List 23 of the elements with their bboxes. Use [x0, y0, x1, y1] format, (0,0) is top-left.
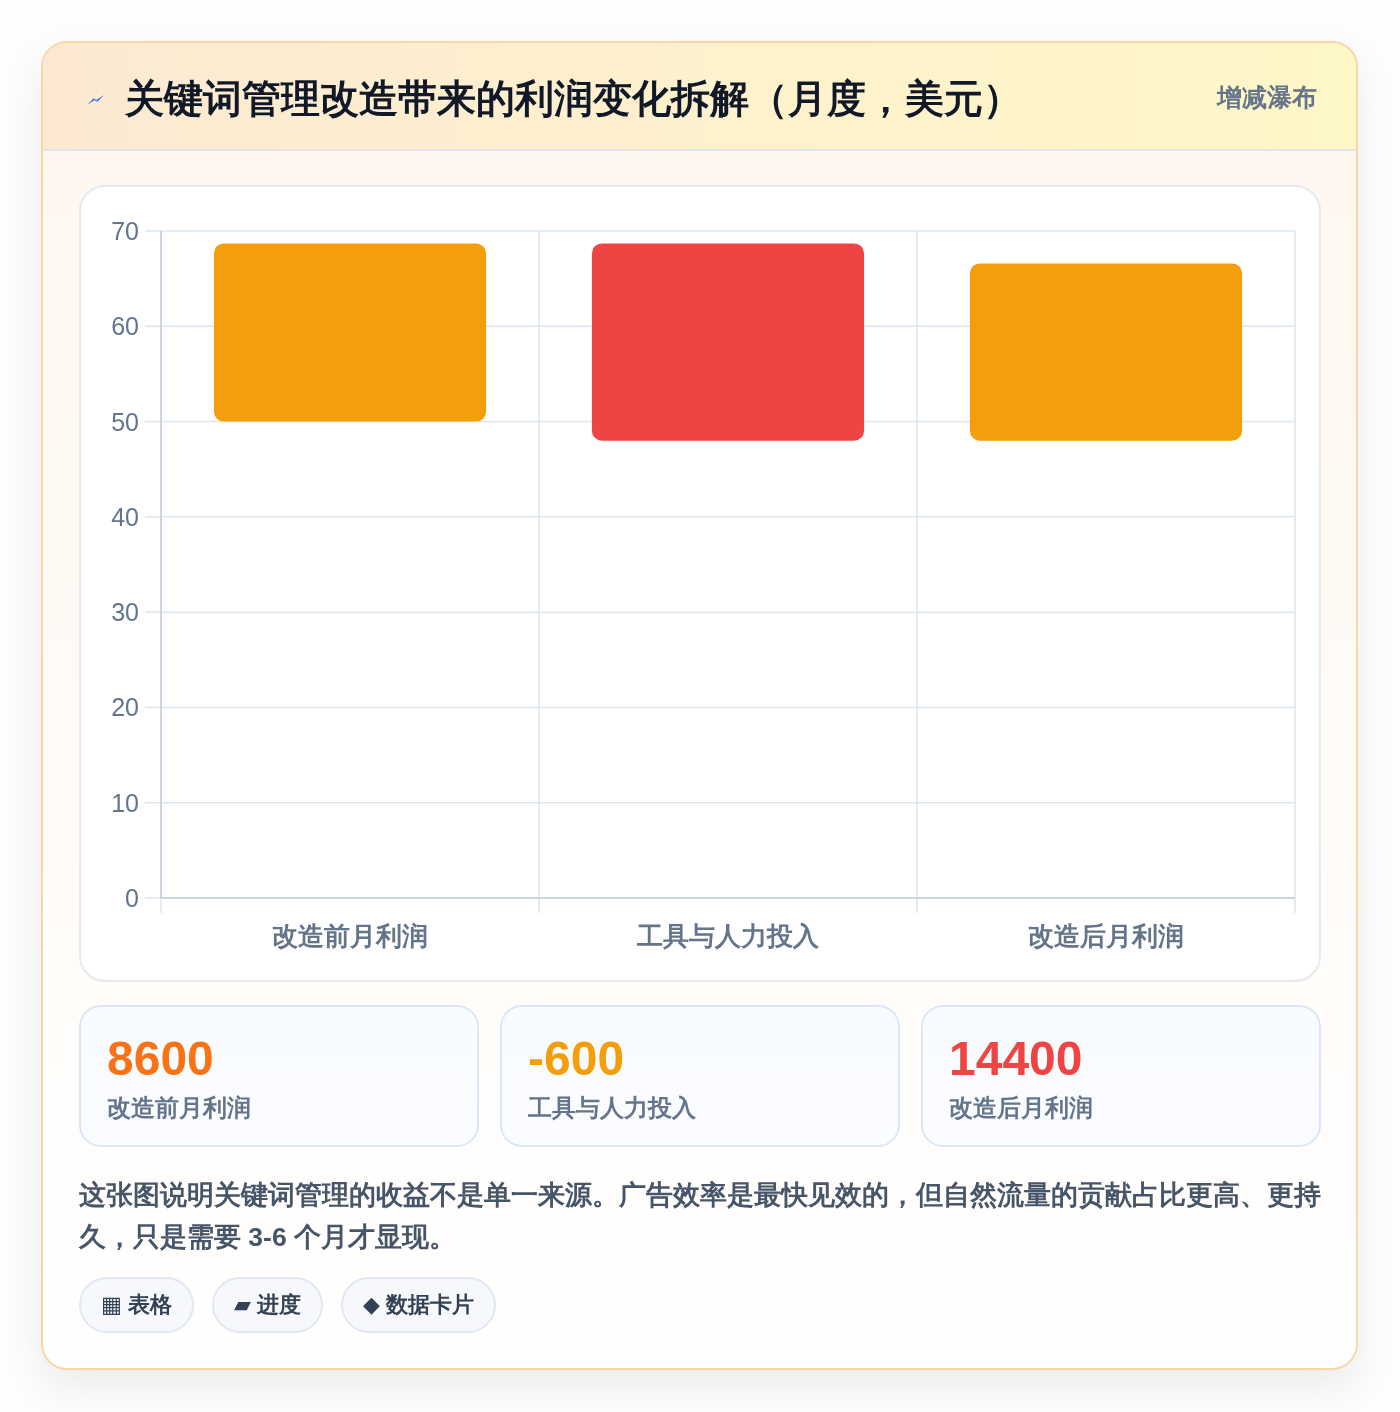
chart-title: 关键词管理改造带来的利润变化拆解（月度，美元）: [125, 77, 1022, 120]
y-tick-label: 70: [111, 217, 139, 245]
text: 14400: [949, 1032, 1083, 1085]
y-tick-label: 60: [111, 312, 139, 341]
y-tick-label: 10: [111, 788, 139, 817]
y-tick-label: 30: [111, 598, 139, 627]
x-tick-label: 改造后月利润: [1028, 921, 1184, 951]
text: 工具与人力投入: [528, 1094, 696, 1121]
text: -600: [528, 1032, 625, 1085]
text: ▰ 进度: [211, 1277, 323, 1333]
text: 改造前月利润: [107, 1094, 251, 1121]
x-tick-label: 工具与人力投入: [636, 921, 820, 951]
y-tick-label: 20: [111, 693, 139, 722]
y-tick-label: 40: [111, 502, 139, 531]
text: 8600: [107, 1032, 214, 1085]
y-tick-label: 0: [125, 884, 139, 912]
text: 改造后月利润: [949, 1094, 1093, 1121]
text: ◆ 数据卡片: [340, 1277, 496, 1333]
text: ▦ 表格: [79, 1277, 194, 1333]
chart-subtitle: 增减瀑布: [1217, 83, 1317, 111]
x-tick-label: 改造前月利润: [272, 921, 428, 951]
y-tick-label: 50: [111, 407, 139, 436]
text: 这张图说明关键词管理的收益不是单一来源。广告效率是最快见效的，但自然流量的贡献占比更高、更持久，只是需要 3-6 个月才显现。: [79, 1179, 1322, 1254]
